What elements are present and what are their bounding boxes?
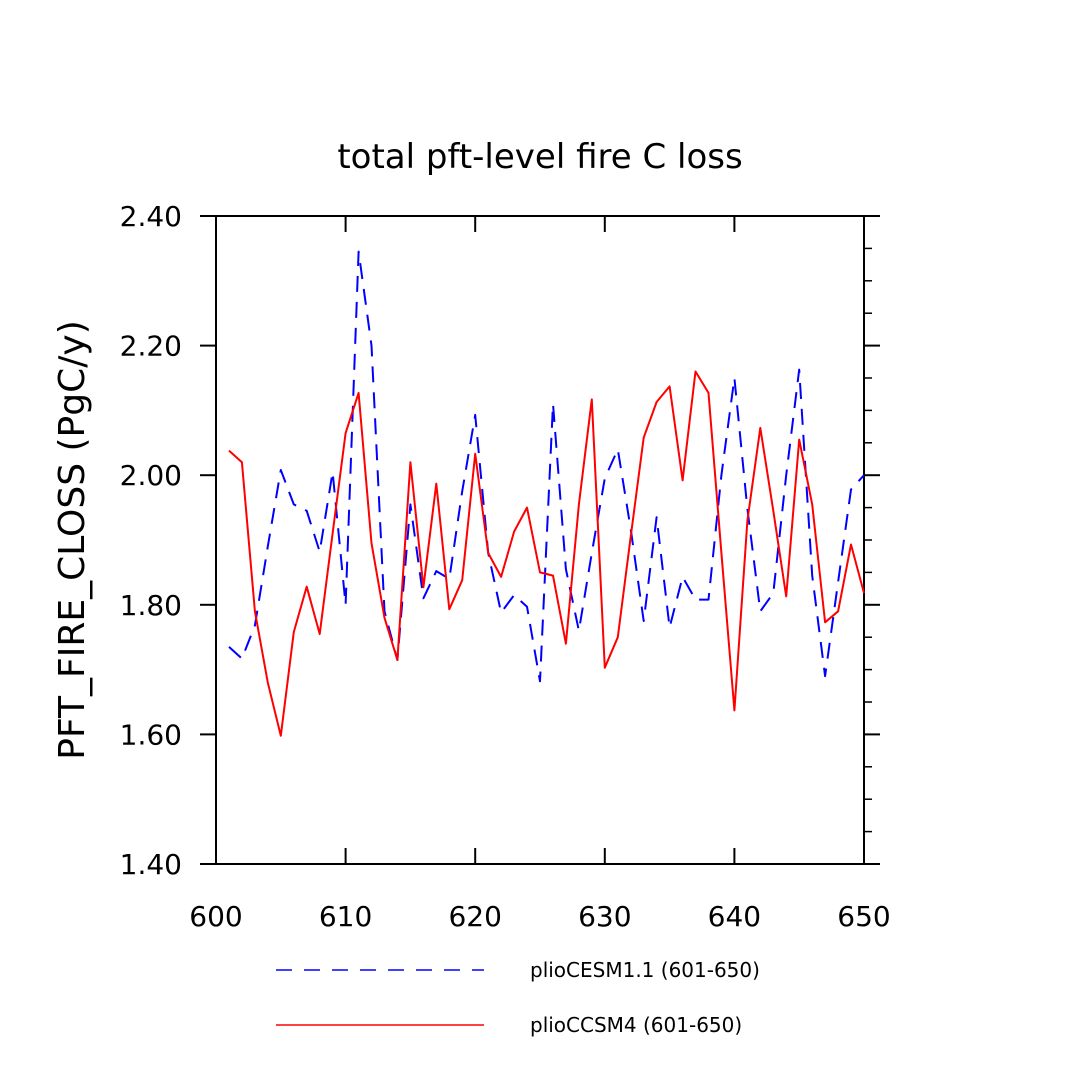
legend: plioCESM1.1 (601-650) plioCCSM4 (601-650) xyxy=(276,958,760,1037)
plot-frame xyxy=(215,215,865,865)
y-tick-label: 2.40 xyxy=(120,200,182,233)
x-tick-label: 620 xyxy=(448,900,501,933)
y-axis-label: PFT_FIRE_CLOSS (PgC/y) xyxy=(52,320,93,759)
axis-tick-labels: 600 610 620 630 640 650 1.40 1.60 1.80 2.00 2.20 2.… xyxy=(120,200,891,933)
y-tick-label: 2.00 xyxy=(120,459,182,492)
y-tick-label: 1.80 xyxy=(120,589,182,622)
series-line-pliocesm1-1 xyxy=(228,250,865,683)
legend-label: plioCESM1.1 (601-650) xyxy=(530,958,760,982)
x-tick-label: 650 xyxy=(837,900,890,933)
legend-label: plioCCSM4 (601-650) xyxy=(530,1013,742,1037)
x-tick-label: 600 xyxy=(189,900,242,933)
y-tick-label: 1.40 xyxy=(120,848,182,881)
x-tick-label: 610 xyxy=(319,900,372,933)
series-lines xyxy=(228,250,865,737)
series-line-plioccsm4 xyxy=(228,370,865,737)
y-tick-label: 1.60 xyxy=(120,718,182,751)
x-tick-label: 630 xyxy=(578,900,631,933)
x-tick-label: 640 xyxy=(708,900,761,933)
axis-ticks xyxy=(200,215,880,865)
chart-title: total pft-level fire C loss xyxy=(337,137,742,177)
plot-border xyxy=(215,215,865,865)
y-tick-label: 2.20 xyxy=(120,330,182,363)
